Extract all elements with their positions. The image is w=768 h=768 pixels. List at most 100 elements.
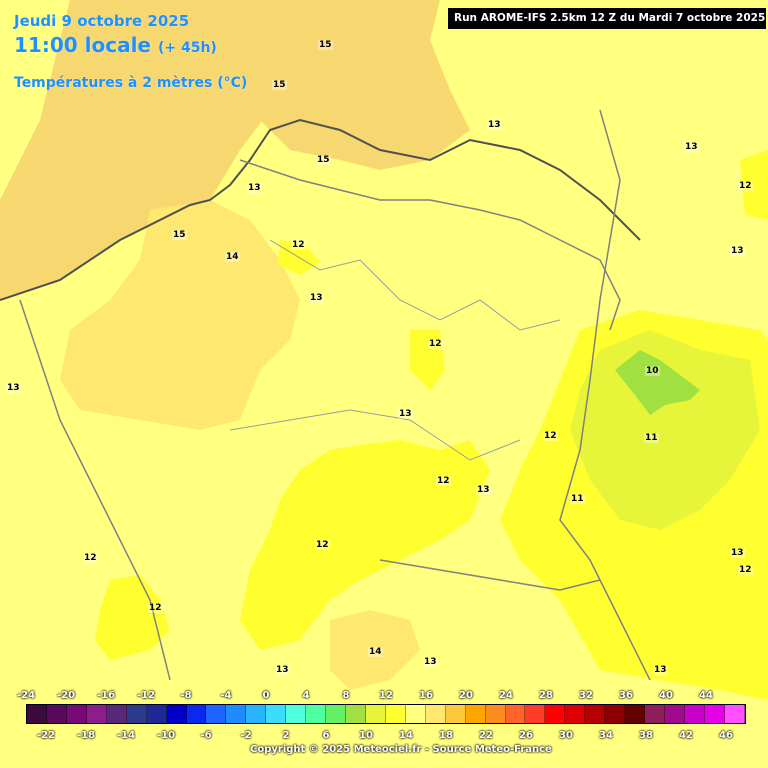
legend-tick-label: 16: [419, 690, 433, 701]
legend-tick-label: 12: [379, 690, 393, 701]
forecast-time-value: 11:00 locale: [14, 33, 151, 57]
legend-tick-label: 42: [679, 730, 693, 741]
zone-14-south: [330, 610, 420, 690]
legend-tick-label: 18: [439, 730, 453, 741]
contour-label: 13: [730, 548, 745, 558]
contour-label: 13: [653, 665, 668, 675]
legend-tick-label: -6: [200, 730, 212, 741]
legend-swatch: [306, 705, 327, 723]
contour-label: 12: [315, 540, 330, 550]
legend-tick-label: -4: [220, 690, 232, 701]
coastline: [0, 118, 641, 301]
forecast-offset: (+ 45h): [157, 40, 217, 56]
contour-line-b: [229, 409, 521, 461]
parameter-title: Températures à 2 mètres (°C): [14, 75, 248, 91]
country-border-a: [239, 159, 621, 331]
legend-swatch: [684, 705, 705, 723]
contour-label: 15: [172, 230, 187, 240]
contour-label: 13: [487, 120, 502, 130]
legend-swatch: [106, 705, 127, 723]
copyright-notice: Copyright © 2025 Meteociel.fr - Source M…: [250, 744, 552, 755]
legend-tick-label: 4: [302, 690, 310, 701]
legend-tick-label: -12: [136, 690, 156, 701]
legend-tick-label: 32: [579, 690, 593, 701]
zone-12-east-top: [740, 150, 768, 220]
legend-tick-label: -8: [180, 690, 192, 701]
legend-swatch: [326, 705, 346, 723]
legend-swatch: [186, 705, 207, 723]
forecast-date: Jeudi 9 octobre 2025: [14, 12, 190, 30]
contour-line-a: [269, 239, 561, 331]
contour-label: 12: [436, 476, 451, 486]
legend-tick-label: 14: [399, 730, 413, 741]
contour-label: 13: [423, 657, 438, 667]
legend-tick-label: 6: [322, 730, 330, 741]
legend-swatch: [385, 705, 406, 723]
zone-14-band: [60, 200, 300, 430]
legend-tick-label: -2: [240, 730, 252, 741]
contour-label: 11: [644, 433, 659, 443]
legend-tick-label: -10: [156, 730, 176, 741]
legend-tick-label: 10: [359, 730, 373, 741]
legend-tick-label: -20: [56, 690, 76, 701]
legend-tick-label: -18: [76, 730, 96, 741]
legend-swatch: [605, 705, 626, 723]
legend-tick-label: 2: [282, 730, 290, 741]
legend-tick-label: -16: [96, 690, 116, 701]
legend-swatch: [585, 705, 606, 723]
legend-tick-label: 40: [659, 690, 673, 701]
contour-label: 13: [6, 383, 21, 393]
legend-tick-label: 44: [699, 690, 713, 701]
contour-label: 13: [684, 142, 699, 152]
contour-label: 12: [738, 565, 753, 575]
legend-swatch: [86, 705, 107, 723]
legend-swatch: [166, 705, 187, 723]
legend-swatch: [27, 705, 47, 723]
forecast-time: 11:00 locale (+ 45h): [14, 33, 217, 57]
contour-label: 13: [730, 246, 745, 256]
country-border-d: [19, 299, 171, 681]
run-info-banner: Run AROME-IFS 2.5km 12 Z du Mardi 7 octo…: [448, 8, 766, 29]
zone-12-center-south: [240, 440, 490, 650]
legend-swatch: [246, 705, 267, 723]
contour-label: 14: [225, 252, 240, 262]
legend-tick-label: 30: [559, 730, 573, 741]
legend-tick-label: 20: [459, 690, 473, 701]
legend-swatch: [505, 705, 526, 723]
contour-label: 13: [398, 409, 413, 419]
legend-swatch: [286, 705, 307, 723]
legend-swatch: [545, 705, 566, 723]
contour-label: 13: [275, 665, 290, 675]
contour-label: 13: [309, 293, 324, 303]
legend-tick-label: 8: [342, 690, 350, 701]
contour-label: 11: [570, 494, 585, 504]
contour-label: 12: [428, 339, 443, 349]
legend-swatch: [425, 705, 446, 723]
legend-tick-label: 38: [639, 730, 653, 741]
zone-10-east: [615, 350, 700, 415]
zone-15-north: [260, 0, 470, 170]
legend-swatch: [266, 705, 287, 723]
zone-11-east: [570, 330, 760, 530]
legend-tick-label: 46: [719, 730, 733, 741]
contour-label: 13: [476, 485, 491, 495]
contour-label: 12: [738, 181, 753, 191]
contour-label: 12: [83, 553, 98, 563]
legend-tick-label: 34: [599, 730, 613, 741]
legend-swatch: [645, 705, 665, 723]
country-border-b: [559, 109, 651, 681]
legend-tick-label: 24: [499, 690, 513, 701]
legend-swatch: [365, 705, 386, 723]
legend-swatch: [704, 705, 725, 723]
contour-label: 10: [645, 366, 660, 376]
zone-12-west-south: [95, 575, 170, 660]
legend-swatch: [445, 705, 466, 723]
legend-swatch: [625, 705, 646, 723]
contour-label: 14: [368, 647, 383, 657]
legend-tick-label: 22: [479, 730, 493, 741]
contour-label: 12: [291, 240, 306, 250]
legend-swatch: [665, 705, 685, 723]
legend-tick-label: -14: [116, 730, 136, 741]
zone-12-mid: [410, 330, 445, 390]
